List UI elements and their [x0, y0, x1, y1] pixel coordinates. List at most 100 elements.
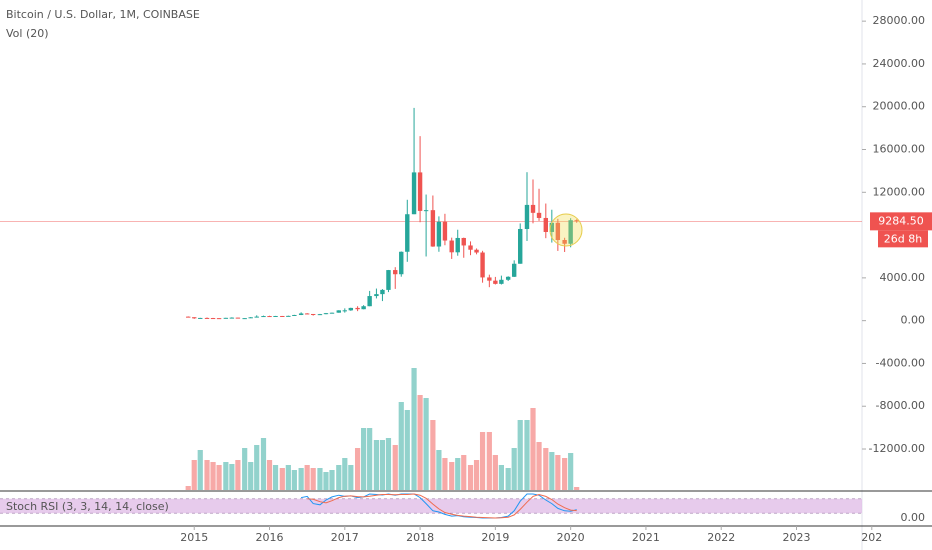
volume-bar	[530, 408, 536, 490]
volume-bar	[235, 460, 241, 490]
y-tick-label: 24000.00	[873, 57, 926, 70]
y-tick-label: -8000.00	[876, 399, 925, 412]
volume-bar	[417, 395, 423, 490]
volume-bar	[385, 438, 392, 490]
y-tick-label: 4000.00	[880, 271, 926, 284]
candle-body	[536, 212, 542, 218]
volume-bar	[379, 440, 386, 490]
volume-bar	[248, 462, 254, 490]
candle-body	[192, 317, 197, 319]
candle-body	[386, 270, 391, 290]
volume-bar	[430, 420, 436, 490]
candle-body	[323, 313, 329, 315]
volume-bar	[197, 450, 203, 490]
candle-body	[336, 310, 341, 313]
candle-body	[524, 204, 530, 229]
candle-body	[555, 222, 561, 241]
x-tick-label: 2016	[256, 531, 284, 544]
volume-bar	[524, 420, 530, 490]
candle-body	[543, 217, 549, 232]
volume-bar	[348, 465, 354, 490]
volume-bar	[266, 460, 273, 490]
candle-body	[210, 318, 216, 320]
candle-body	[455, 237, 460, 253]
volume-bar	[536, 442, 542, 490]
candle-body	[518, 228, 523, 264]
y-tick-label: -4000.00	[876, 356, 925, 369]
candle-body	[273, 315, 278, 317]
volume-bar	[505, 468, 511, 490]
candle-body	[417, 172, 423, 211]
candle-body	[298, 313, 304, 315]
volume-bar	[392, 445, 398, 490]
candle-body	[229, 317, 235, 319]
rsi-band	[0, 498, 862, 514]
x-tick-label: 202	[861, 531, 882, 544]
volume-bar	[411, 368, 417, 490]
candle-body	[235, 317, 241, 319]
volume-bar	[216, 465, 222, 490]
candle-body	[342, 310, 347, 312]
candle-body	[487, 277, 492, 281]
candle-body	[430, 210, 436, 247]
volume-bar	[229, 464, 235, 490]
candle-body	[280, 315, 285, 317]
volume-bar	[272, 465, 279, 490]
volume-bar	[467, 465, 474, 490]
volume-bar	[436, 450, 442, 490]
volume-bar	[549, 452, 555, 490]
candle-body	[461, 237, 466, 246]
y-tick-label: 16000.00	[873, 143, 926, 156]
volume-bar	[191, 460, 197, 490]
candle-body	[468, 245, 473, 250]
candle-body	[198, 317, 203, 319]
candle-body	[393, 270, 398, 275]
volume-bar	[361, 428, 367, 490]
y-tick-label: 12000.00	[873, 185, 926, 198]
candle-body	[317, 314, 323, 316]
candle-body	[355, 307, 360, 310]
candle-body	[568, 220, 573, 244]
x-tick-label: 2023	[783, 531, 811, 544]
volume-bar	[492, 455, 498, 490]
candle-body	[499, 279, 504, 284]
candle-body	[254, 316, 259, 318]
volume-bar	[555, 455, 561, 490]
countdown-box	[878, 230, 928, 248]
volume-bar	[291, 470, 297, 490]
x-tick-label: 2018	[406, 531, 434, 544]
volume-bar	[543, 448, 549, 490]
candle-body	[380, 289, 385, 295]
candle-body	[449, 240, 454, 253]
candle-body	[216, 318, 222, 320]
volume-bar	[279, 468, 285, 490]
volume-bar	[517, 420, 523, 490]
last-price-label: 9284.50	[878, 214, 924, 227]
candle-body	[367, 296, 372, 307]
rsi-line	[307, 493, 577, 519]
candle-body	[530, 204, 536, 213]
candle-body	[423, 210, 429, 212]
candle-body	[505, 276, 511, 280]
volume-bar	[204, 460, 210, 490]
candle-body	[411, 172, 417, 215]
volume-bar	[323, 472, 329, 490]
y-tick-label: 0.00	[901, 314, 926, 327]
volume-bar	[486, 432, 492, 490]
volume-bar	[329, 470, 335, 490]
volume-bar	[354, 448, 361, 490]
candle-body	[549, 222, 555, 232]
countdown-label: 26d 8h	[884, 232, 922, 245]
volume-bar	[473, 460, 480, 490]
candle-body	[348, 307, 354, 311]
volume-bar	[254, 445, 260, 490]
highlight-circle	[549, 213, 583, 247]
volume-bar	[442, 458, 448, 490]
volume-bar	[574, 487, 580, 490]
volume-bar	[242, 448, 248, 490]
candle-body	[405, 214, 410, 252]
volume-bar	[498, 465, 504, 490]
x-tick-label: 2015	[180, 531, 208, 544]
candle-body	[399, 251, 404, 275]
